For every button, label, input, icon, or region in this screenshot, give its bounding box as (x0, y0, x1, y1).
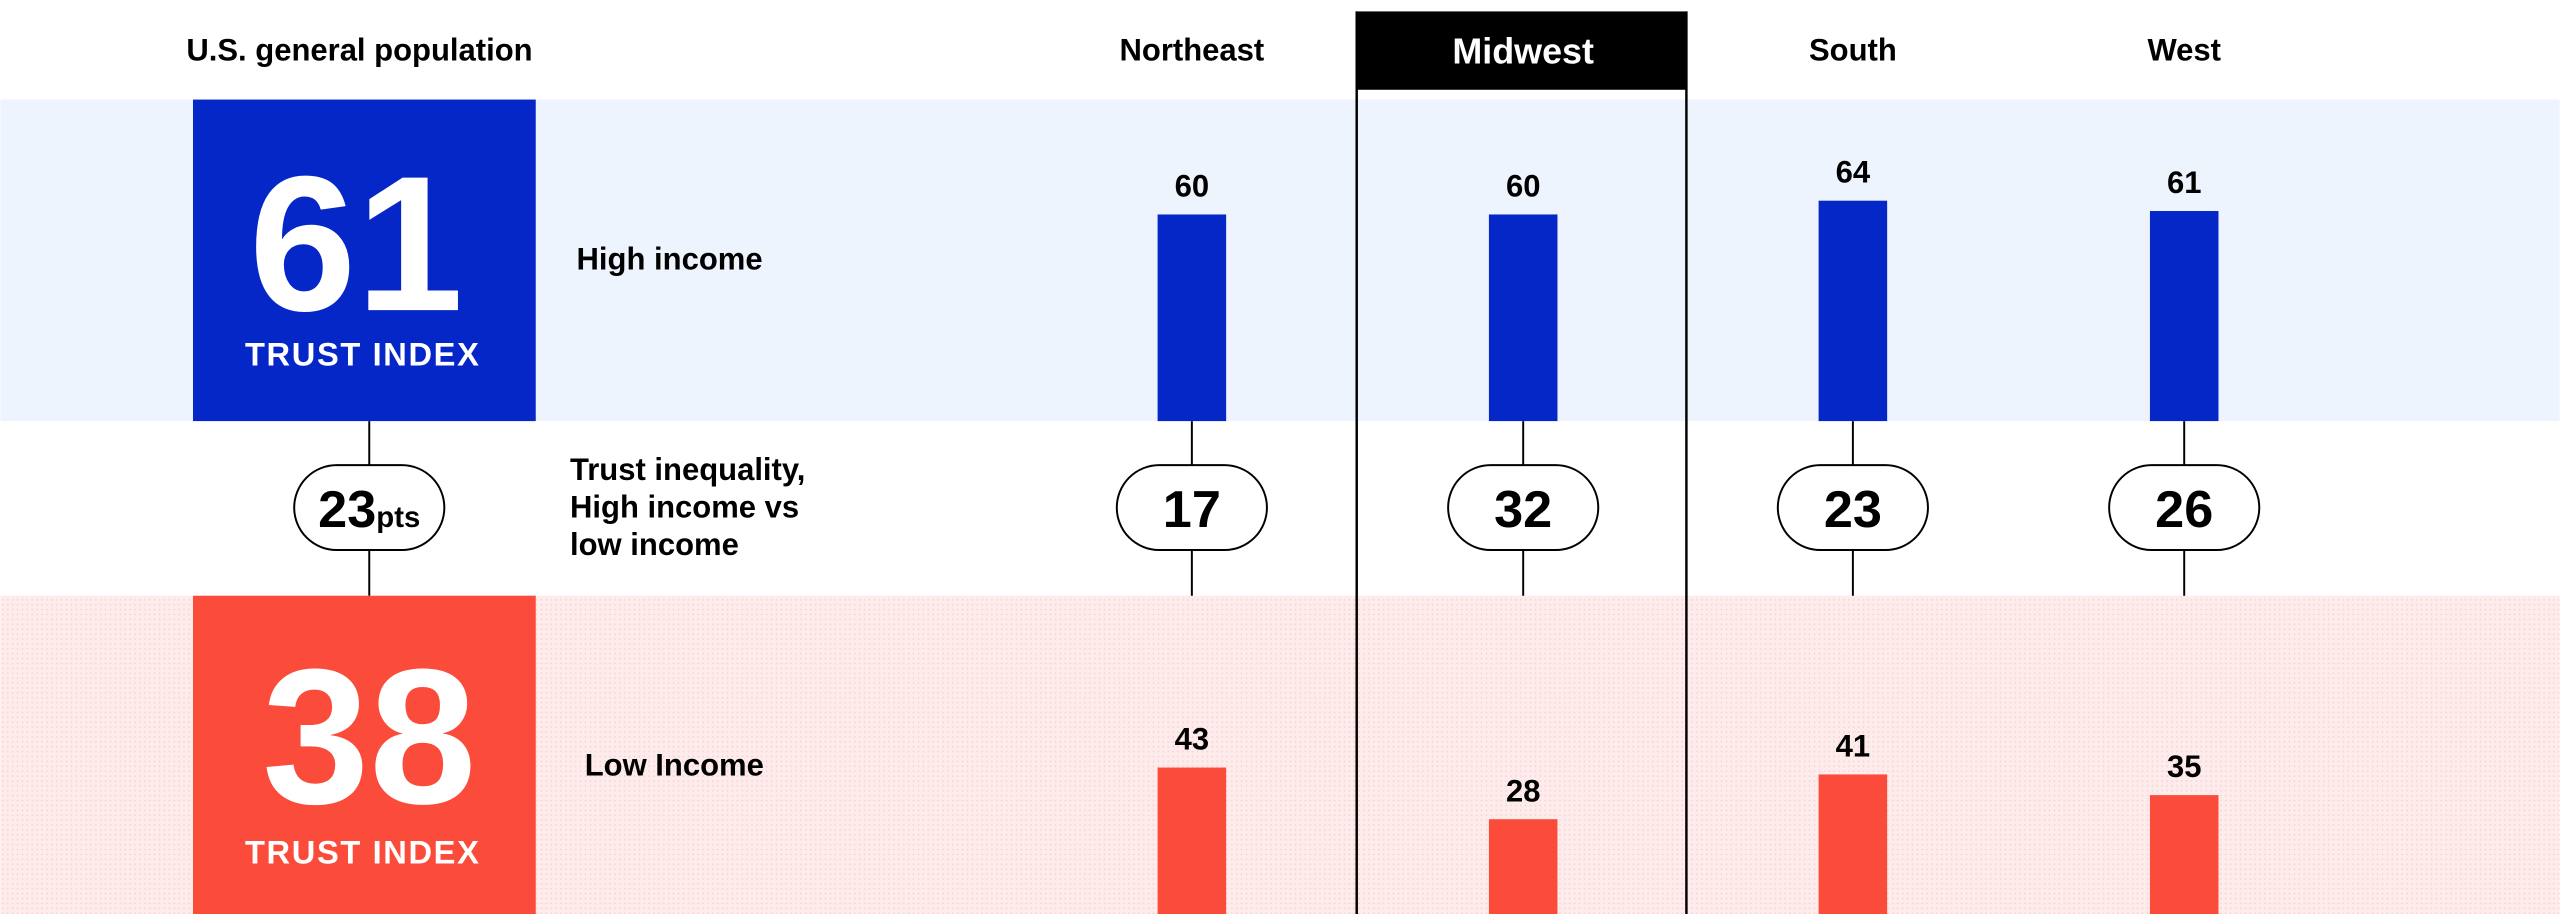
gap-pill (2108, 464, 2261, 552)
bar-label: 35 (2167, 749, 2201, 784)
overall-low-box (192, 595, 536, 914)
bar-label: 64 (1836, 155, 1871, 190)
index-label: TRUST INDEX (245, 336, 480, 373)
gap-value: 23 (318, 481, 376, 539)
region-header: South (1809, 32, 1897, 67)
gap-pill (1447, 464, 1600, 552)
series-label: Low Income (585, 747, 764, 782)
bar (2149, 211, 2219, 422)
gap-value: 23 (1824, 481, 1882, 539)
bar (1488, 214, 1558, 422)
bar (2149, 795, 2219, 914)
index-label: TRUST INDEX (245, 833, 480, 870)
bar-label: 61 (2167, 165, 2201, 200)
bar-label: 28 (1506, 773, 1540, 808)
gap-value: 17 (1163, 481, 1221, 539)
bar-label: 41 (1836, 728, 1870, 763)
overall-high: 61 (249, 136, 463, 351)
overall-gap: 23pts (318, 481, 420, 539)
gap-pill (293, 464, 446, 552)
overall-title: U.S. general population (186, 32, 532, 67)
overall-low: 38 (262, 629, 476, 844)
gap-label: Trust inequality, (570, 452, 805, 487)
overall-high-box (192, 99, 536, 422)
bar-label: 43 (1175, 722, 1209, 757)
bar-label: 60 (1175, 169, 1209, 204)
gap-unit: pts (376, 501, 420, 534)
bar (1488, 819, 1558, 914)
gap-value: 32 (1494, 481, 1552, 539)
gap-label: High income vs (570, 489, 799, 524)
region-header: Northeast (1120, 32, 1265, 67)
region-header: Midwest (1452, 32, 1594, 72)
gap-value: 26 (2155, 481, 2213, 539)
bar-label: 60 (1506, 169, 1540, 204)
region-header: West (2147, 32, 2221, 67)
gap-label: low income (570, 527, 739, 562)
series-label: High income (577, 241, 763, 276)
bar (1157, 767, 1227, 914)
gap-pill (1115, 464, 1268, 552)
gap-pill (1776, 464, 1929, 552)
bar (1157, 214, 1227, 422)
highlight-header (1356, 11, 1687, 90)
bar (1818, 774, 1888, 914)
bar (1818, 200, 1888, 422)
